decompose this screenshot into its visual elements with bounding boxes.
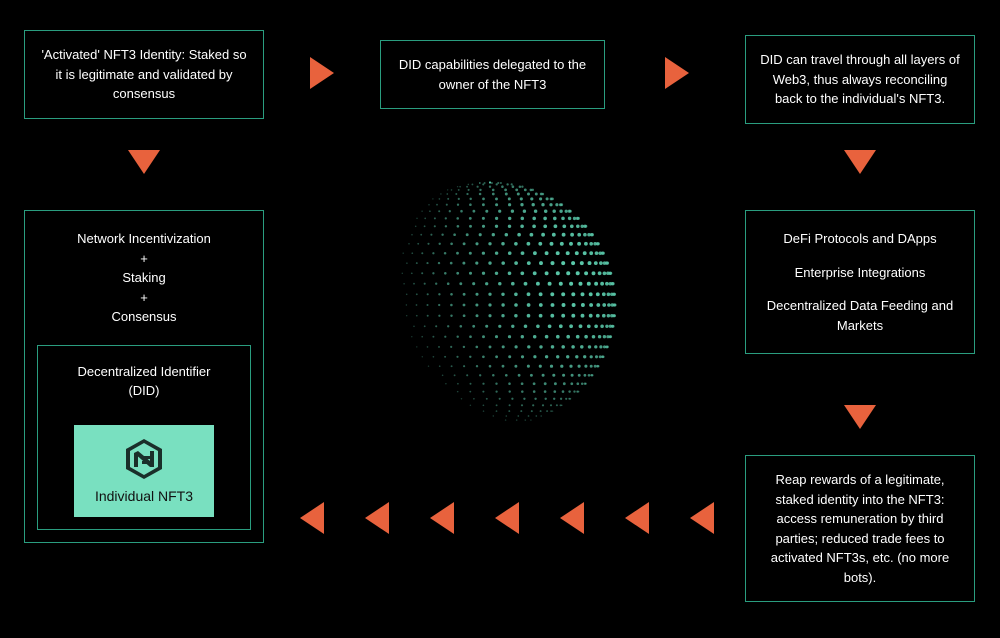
box-network-block: Network Incentivization + Staking + Cons… [24,210,264,543]
arrow-left-5 [430,502,454,534]
box-integrations: DeFi Protocols and DApps Enterprise Inte… [745,210,975,354]
text-integrations-1: DeFi Protocols and DApps [760,229,960,249]
arrow-left-6 [365,502,389,534]
box-rewards: Reap rewards of a legitimate, staked ide… [745,455,975,602]
text-incentivization: Network Incentivization [35,229,253,249]
text-integrations-3: Decentralized Data Feeding and Markets [760,296,960,335]
arrow-left-4 [495,502,519,534]
text-did-travel: DID can travel through all layers of Web… [760,52,959,106]
text-plus2: + [35,288,253,308]
arrow-left-2 [625,502,649,534]
text-integrations-2: Enterprise Integrations [760,263,960,283]
arrow-down-left [128,150,160,174]
text-did-label: Decentralized Identifier (DID) [46,362,242,407]
text-plus1: + [35,249,253,269]
nft3-logo-icon [120,437,168,481]
text-activated-identity: 'Activated' NFT3 Identity: Staked so it … [41,47,246,101]
arrow-down-right-1 [844,150,876,174]
arrow-down-right-2 [844,405,876,429]
globe-decorative [350,165,630,445]
nft-card: Individual NFT3 [74,425,214,518]
box-did-travel: DID can travel through all layers of Web… [745,35,975,124]
box-did-delegated: DID capabilities delegated to the owner … [380,40,605,109]
text-did-delegated: DID capabilities delegated to the owner … [399,57,586,92]
arrow-right-1 [310,57,334,89]
text-consensus: Consensus [35,307,253,327]
text-rewards: Reap rewards of a legitimate, staked ide… [771,472,949,585]
box-did-inner: Decentralized Identifier (DID) Individua… [37,345,251,531]
text-staking: Staking [35,268,253,288]
arrow-right-2 [665,57,689,89]
box-activated-identity: 'Activated' NFT3 Identity: Staked so it … [24,30,264,119]
arrow-left-1 [690,502,714,534]
text-individual-nft3: Individual NFT3 [82,487,206,506]
arrow-left-3 [560,502,584,534]
arrow-left-7 [300,502,324,534]
